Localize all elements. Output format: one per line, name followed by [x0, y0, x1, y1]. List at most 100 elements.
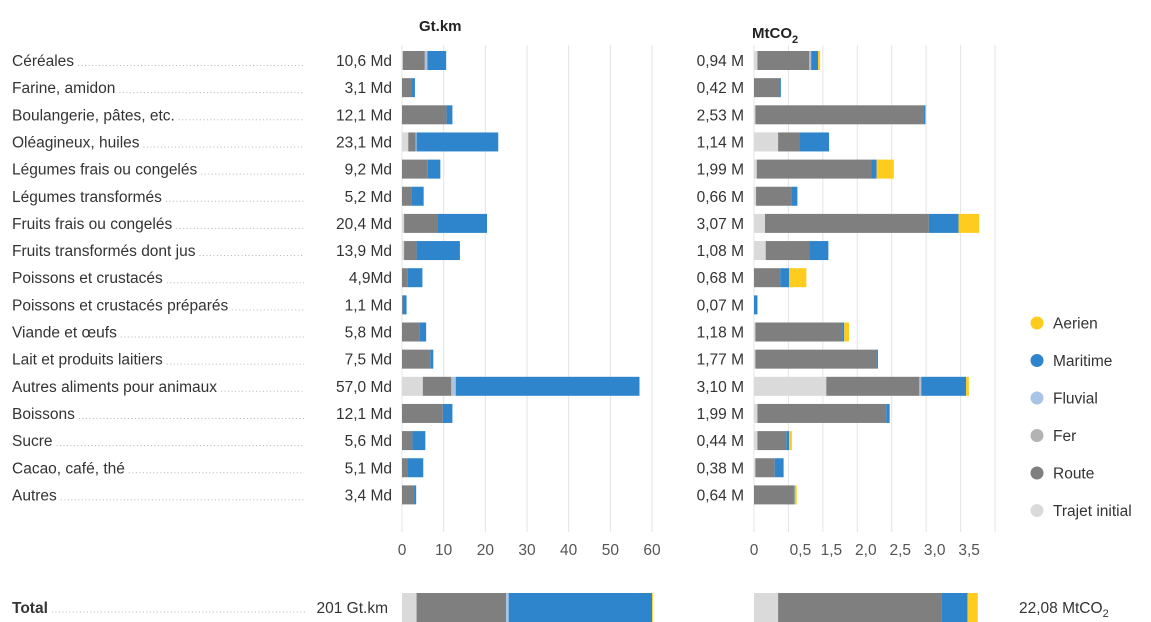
bar-mtco2-boulangerie-pates-etc-trajet-initial: [754, 105, 756, 125]
bar-mtco2-boissons-trajet-initial: [754, 403, 758, 423]
legend-swatch-trajet-initial: [1030, 504, 1044, 517]
tick-label-gtkm: 60: [643, 542, 661, 559]
value-label-mtco2: 3,10 M: [697, 379, 744, 396]
value-label-mtco2: 1,18 M: [697, 325, 744, 342]
tick-label-gtkm: 10: [435, 542, 453, 559]
legend: Aerien Maritime Fluvial Fer Route Trajet init…: [1030, 316, 1132, 520]
category-label-fruits-frais-ou-congeles: Fruits frais ou congelés: [12, 216, 172, 233]
bar-mtco2-autres-aerien: [794, 485, 797, 505]
bar-gtkm-farine-amidon-route: [402, 78, 412, 98]
bar-gtkm-lait-et-produits-laitiers-maritime: [430, 349, 434, 369]
bar-gtkm-autres-route: [402, 485, 415, 505]
value-label-gtkm: 23,1 Md: [336, 134, 392, 151]
value-label-mtco2: 1,77 M: [697, 352, 744, 369]
bar-mtco2-cacao-cafe-the-trajet-initial: [754, 458, 756, 478]
tick-label-gtkm: 20: [477, 542, 495, 559]
bar-gtkm-poissons-et-crustaces-prepares-route: [402, 295, 403, 315]
tick-label-mtco2: 3,5: [958, 542, 980, 559]
value-label-gtkm: 20,4 Md: [336, 216, 392, 233]
bar-gtkm-autres-aliments-pour-animaux-maritime: [455, 376, 640, 396]
bar-mtco2-fruits-frais-ou-congeles-route: [765, 213, 929, 233]
bar-gtkm-oleagineux-huiles-trajet-initial: [402, 132, 409, 152]
bar-mtco2-autres-aliments-pour-animaux-maritime: [921, 376, 967, 396]
total-bar-mtco2-trajet-initial: [754, 593, 779, 622]
value-label-mtco2: 0,66 M: [697, 189, 744, 206]
category-label-autres-aliments-pour-animaux: Autres aliments pour animaux: [12, 379, 217, 396]
bar-gtkm-autres-aliments-pour-animaux-route: [422, 376, 452, 396]
value-label-gtkm: 1,1 Md: [345, 297, 392, 314]
tick-label-gtkm: 0: [398, 542, 407, 559]
panel-title-gtkm: Gt.km: [419, 18, 462, 35]
bar-gtkm-oleagineux-huiles-fluvial: [415, 132, 417, 152]
bar-mtco2-poissons-et-crustaces-aerien: [789, 268, 807, 288]
legend-swatch-maritime: [1030, 354, 1044, 367]
bar-mtco2-autres-maritime: [793, 485, 795, 505]
bar-gtkm-legumes-frais-ou-congeles-route: [402, 159, 428, 179]
bar-gtkm-lait-et-produits-laitiers-route: [402, 349, 431, 369]
bar-mtco2-farine-amidon-route: [754, 78, 780, 98]
bar-mtco2-poissons-et-crustaces-maritime: [780, 268, 790, 288]
bar-mtco2-fruits-transformes-dont-jus-maritime: [809, 241, 829, 261]
category-label-poissons-et-crustaces-prepares: Poissons et crustacés préparés: [12, 297, 228, 314]
bar-mtco2-boissons-maritime: [886, 403, 890, 423]
category-label-lait-et-produits-laitiers: Lait et produits laitiers: [12, 352, 163, 369]
bar-mtco2-oleagineux-huiles-maritime: [799, 132, 830, 152]
tick-label-gtkm: 40: [560, 542, 578, 559]
category-label-boissons: Boissons: [12, 406, 75, 423]
bar-mtco2-autres-route: [754, 485, 794, 505]
bar-gtkm-legumes-frais-ou-congeles-maritime: [427, 159, 441, 179]
value-label-gtkm: 5,1 Md: [345, 460, 392, 477]
value-label-mtco2: 2,53 M: [697, 107, 744, 124]
total-value-gtkm: 201 Gt.km: [317, 600, 389, 617]
bar-mtco2-autres-aliments-pour-animaux-trajet-initial: [754, 376, 827, 396]
value-label-mtco2: 0,64 M: [697, 487, 744, 504]
bar-mtco2-legumes-frais-ou-congeles-maritime: [871, 159, 877, 179]
bar-mtco2-fruits-frais-ou-congeles-maritime: [928, 213, 959, 233]
bar-mtco2-farine-amidon-maritime: [779, 78, 781, 98]
bar-mtco2-autres-aliments-pour-animaux-route: [826, 376, 920, 396]
bar-gtkm-cereales-route: [402, 51, 425, 70]
category-label-sucre: Sucre: [12, 433, 53, 450]
bar-gtkm-cacao-cafe-the-maritime: [407, 458, 424, 478]
legend-label-route: Route: [1053, 466, 1094, 483]
tick-label-mtco2: 2,0: [855, 542, 877, 559]
value-label-gtkm: 10,6 Md: [336, 53, 392, 70]
bar-gtkm-fruits-frais-ou-congeles-trajet-initial: [402, 213, 405, 233]
bar-mtco2-legumes-transformes-route: [756, 186, 792, 206]
bar-mtco2-cereales-fer: [809, 51, 811, 70]
legend-swatch-fluvial: [1030, 391, 1044, 405]
legend-swatch-route: [1030, 466, 1044, 480]
total-label: Total: [12, 600, 48, 617]
total-bar-mtco2-aerien: [967, 593, 978, 622]
bar-gtkm-boissons-route: [402, 403, 443, 423]
bar-mtco2-fruits-frais-ou-congeles-trajet-initial: [754, 213, 766, 233]
panel-title-mtco2: MtCO2: [752, 25, 798, 46]
value-label-mtco2: 1,08 M: [697, 243, 744, 260]
tick-label-mtco2: 2,5: [889, 542, 911, 559]
value-label-gtkm: 5,6 Md: [345, 433, 392, 450]
bar-mtco2-oleagineux-huiles-trajet-initial: [754, 132, 779, 152]
value-label-gtkm: 3,1 Md: [345, 80, 392, 97]
bar-gtkm-legumes-transformes-route: [402, 186, 412, 206]
bar-mtco2-viande-et-oeufs-aerien: [844, 322, 850, 342]
bar-mtco2-boulangerie-pates-etc-route: [755, 105, 924, 125]
category-label-fruits-transformes-dont-jus: Fruits transformés dont jus: [12, 243, 196, 260]
total-bar-gtkm-trajet-initial: [402, 593, 417, 622]
bar-gtkm-oleagineux-huiles-maritime: [416, 132, 499, 152]
bar-mtco2-cereales-trajet-initial: [754, 51, 758, 70]
bar-gtkm-poissons-et-crustaces-maritime: [407, 268, 423, 288]
labels: Gt.km MtCO2 Céréales Farine, amidon Boulan…: [12, 18, 1109, 620]
bar-gtkm-autres-aliments-pour-animaux-fer: [451, 376, 453, 396]
bar-mtco2-boulangerie-pates-etc-maritime: [923, 105, 926, 125]
bar-gtkm-cereales-trajet-initial: [402, 51, 403, 70]
bar-gtkm-legumes-transformes-maritime: [411, 186, 424, 206]
tick-label-mtco2: 0,5: [790, 542, 812, 559]
legend-label-fluvial: Fluvial: [1053, 391, 1098, 408]
bar-gtkm-poissons-et-crustaces-route: [402, 268, 408, 288]
bar-mtco2-poissons-et-crustaces-route: [754, 268, 781, 288]
category-label-legumes-transformes: Légumes transformés: [12, 189, 162, 206]
bar-gtkm-autres-maritime: [414, 485, 417, 505]
bar-gtkm-fruits-frais-ou-congeles-route: [404, 213, 438, 233]
category-label-cereales: Céréales: [12, 53, 74, 70]
total-bar-gtkm-aerien: [652, 593, 653, 622]
